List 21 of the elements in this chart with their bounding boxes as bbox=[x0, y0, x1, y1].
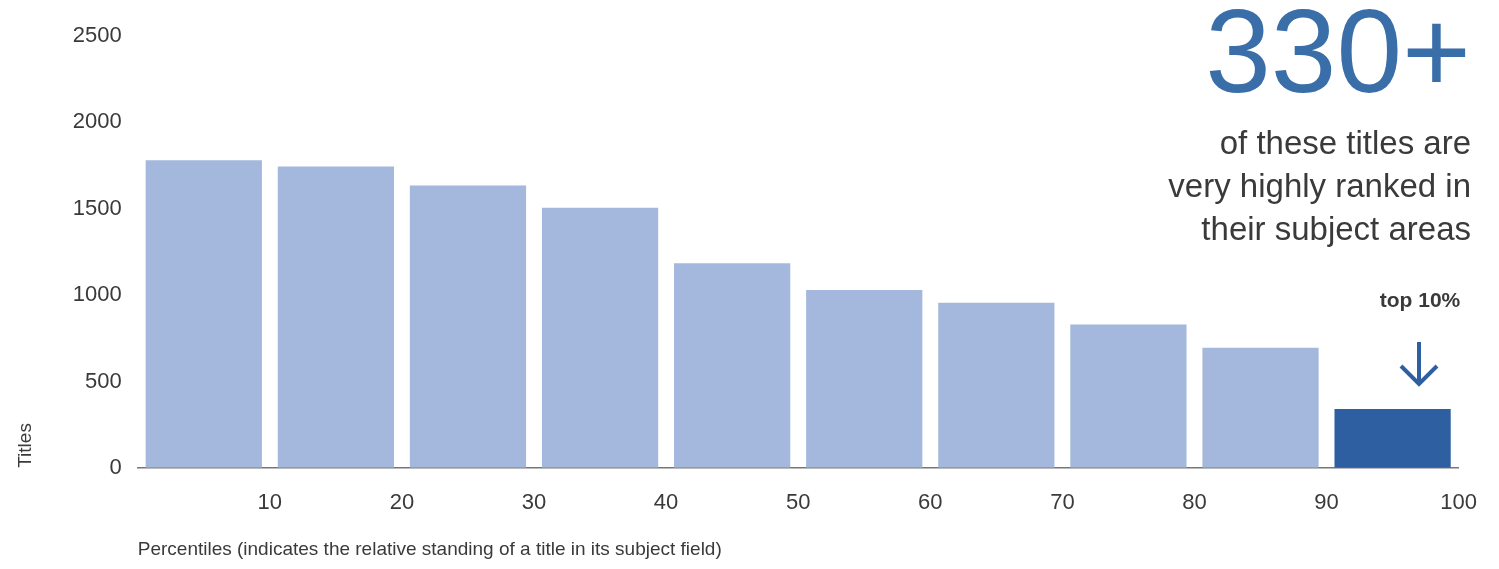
annotation: top 10% bbox=[1378, 288, 1462, 312]
x-tick-label: 60 bbox=[918, 489, 943, 515]
y-tick-label: 2500 bbox=[72, 22, 122, 48]
x-tick-label: 80 bbox=[1182, 489, 1207, 515]
y-tick-label: 0 bbox=[109, 453, 122, 479]
x-tick-label: 30 bbox=[521, 489, 547, 515]
annotation: of these titles are very highly ranked in their subject areas bbox=[1167, 123, 1471, 249]
y-axis-title: Titles bbox=[13, 423, 35, 468]
y-tick-label: 2000 bbox=[72, 108, 122, 134]
x-axis-title: Percentiles (indicates the relative standing of a title in its subject field) bbox=[137, 537, 722, 559]
x-tick-label: 20 bbox=[389, 489, 415, 515]
y-tick-label: 1500 bbox=[72, 194, 122, 220]
x-tick-label: 50 bbox=[785, 489, 811, 515]
annotation: 330+ bbox=[1205, 0, 1471, 117]
y-tick-label: 500 bbox=[85, 367, 122, 393]
x-tick-label: 70 bbox=[1050, 489, 1075, 515]
x-tick-label: 90 bbox=[1314, 489, 1339, 515]
x-tick-label: 10 bbox=[257, 489, 283, 515]
x-tick-label: 100 bbox=[1440, 489, 1478, 515]
y-tick-label: 1000 bbox=[72, 281, 122, 307]
x-tick-label: 40 bbox=[653, 489, 679, 515]
